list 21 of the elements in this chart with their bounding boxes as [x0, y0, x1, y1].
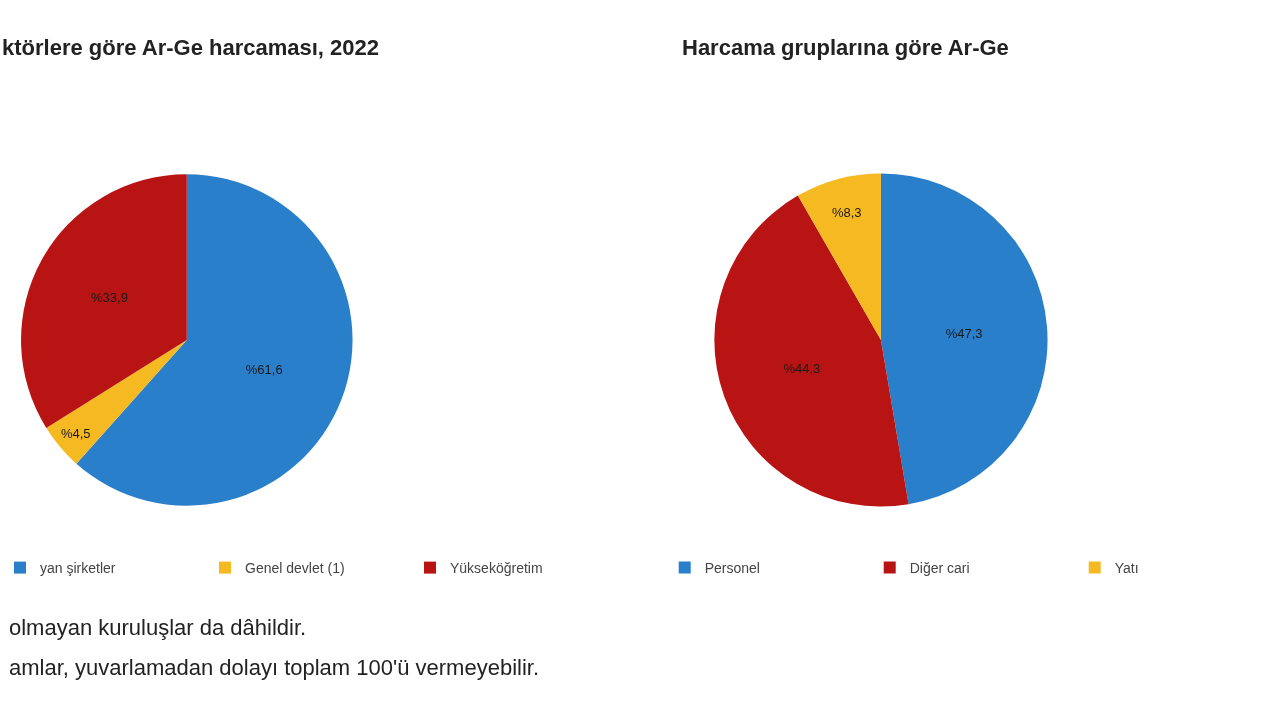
chart-title: Harcama gruplarına göre Ar-Ge [682, 35, 1009, 60]
legend-label: yan şirketler [40, 560, 116, 577]
pie-slice [21, 174, 187, 428]
data-label: %44,3 [783, 360, 821, 376]
chart-title: ktörlere göre Ar-Ge harcaması, 2022 [2, 35, 380, 60]
pie-slice [46, 340, 187, 464]
pie-slice [797, 173, 881, 340]
pie-slice [880, 173, 1048, 505]
legend-label: Diğer cari [909, 560, 970, 577]
data-label: %4,5 [60, 426, 91, 442]
legend-label: Yükseköğretim [450, 560, 543, 577]
legend-label: Genel devlet (1) [245, 560, 345, 577]
pie-slice [714, 195, 909, 507]
text: olmayan kuruluşlar da dâhildir. [9, 615, 307, 640]
legend-label: Personel [704, 560, 760, 577]
data-label: %47,3 [945, 325, 983, 341]
data-label: %61,6 [245, 362, 283, 378]
data-label: %33,9 [91, 289, 128, 305]
data-label: %8,3 [831, 204, 862, 220]
legend-label: Yatı [1114, 560, 1139, 577]
text: amlar, yuvarlamadan dolayı toplam 100'ü vermeyebilir. [9, 655, 540, 680]
